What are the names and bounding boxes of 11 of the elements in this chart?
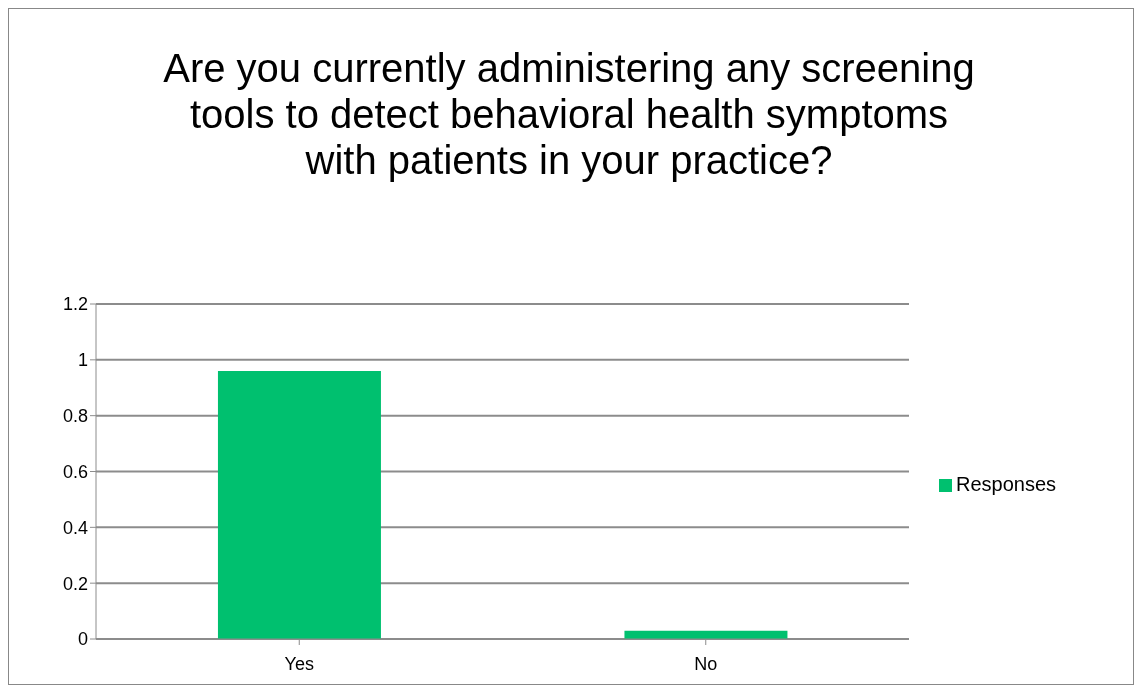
y-tick-label: 1 <box>77 350 88 371</box>
y-tick-label: 0.6 <box>62 461 88 482</box>
x-tick-label: No <box>694 653 718 674</box>
y-tick-label: 0.4 <box>62 517 88 538</box>
y-tick-label: 1.2 <box>62 294 88 315</box>
y-tick-label: 0.2 <box>62 573 88 594</box>
y-tick-label: 0.8 <box>62 406 88 427</box>
x-tick-label: Yes <box>284 653 314 674</box>
legend-label: Responses <box>956 472 1057 495</box>
chart-title: Are you currently administering any screening tools to detect behavioral health symptoms with patients in your practice? <box>162 45 976 183</box>
y-tick-label: 0 <box>77 629 88 650</box>
